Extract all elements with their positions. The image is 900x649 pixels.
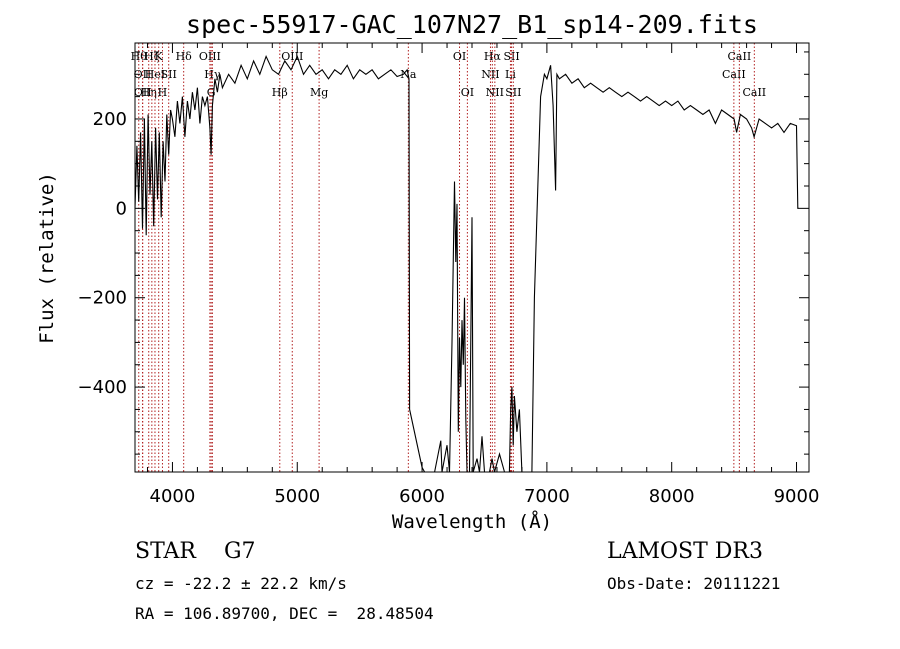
- marker-label-10: OIII: [199, 50, 221, 63]
- y-axis-label: Flux (relative): [36, 172, 58, 344]
- y-tick-label-200: 200: [93, 109, 127, 130]
- marker-label-20: NII: [481, 68, 499, 81]
- marker-label-26: CaII: [728, 50, 752, 63]
- x-tick-label-6000: 6000: [399, 486, 445, 507]
- marker-label-15: Mg: [310, 86, 328, 99]
- marker-label-22: SII: [503, 50, 519, 63]
- survey-name: LAMOST DR3: [607, 539, 763, 564]
- x-tick-label-4000: 4000: [150, 486, 196, 507]
- marker-label-11: Hγ: [204, 68, 221, 81]
- coordinates-readout: RA = 106.89700, DEC = 28.48504: [135, 604, 434, 623]
- x-tick-label-9000: 9000: [774, 486, 820, 507]
- marker-label-27: CaII: [742, 86, 766, 99]
- x-axis-label: Wavelength (Å): [392, 510, 552, 533]
- object-class: STAR G7: [135, 539, 256, 564]
- x-tick-label-5000: 5000: [274, 486, 320, 507]
- x-tick-label-7000: 7000: [524, 486, 570, 507]
- marker-label-19: Hα: [484, 50, 502, 63]
- marker-label-4: Hζ: [144, 50, 160, 63]
- marker-label-8: SII: [161, 68, 177, 81]
- marker-label-13: Hβ: [272, 86, 288, 99]
- spectrum-series: [134, 54, 799, 473]
- marker-label-24: SII: [505, 86, 521, 99]
- marker-label-9: Hδ: [176, 50, 193, 63]
- y-tick-label-0: 0: [116, 198, 127, 219]
- marker-label-3: Hη: [141, 86, 157, 99]
- marker-label-17: OI: [453, 50, 466, 63]
- x-tick-label-8000: 8000: [649, 486, 695, 507]
- marker-label-23: Li: [505, 68, 516, 81]
- spectrum-line-0: [134, 54, 799, 473]
- marker-label-6: K: [155, 50, 164, 63]
- marker-label-2: OII: [134, 86, 152, 99]
- axis-ticks: 4000 5000 6000 7000 8000 9000 −400 −200 0 200: [78, 43, 820, 507]
- marker-label-12: G: [207, 86, 216, 99]
- obs-date: Obs-Date: 20111221: [607, 574, 781, 593]
- marker-label-25: CaII: [722, 68, 746, 81]
- marker-label-5: HeI: [145, 68, 165, 81]
- marker-label-18: OI: [461, 86, 474, 99]
- marker-label-14: OIII: [281, 50, 303, 63]
- y-tick-label--400: −400: [78, 377, 127, 398]
- marker-label-21: NII: [486, 86, 504, 99]
- marker-label-7: H: [158, 86, 168, 99]
- y-tick-label--200: −200: [78, 288, 127, 309]
- redshift-readout: cz = -22.2 ± 22.2 km/s: [135, 574, 347, 593]
- chart-title: spec-55917-GAC_107N27_B1_sp14-209.fits: [186, 10, 758, 39]
